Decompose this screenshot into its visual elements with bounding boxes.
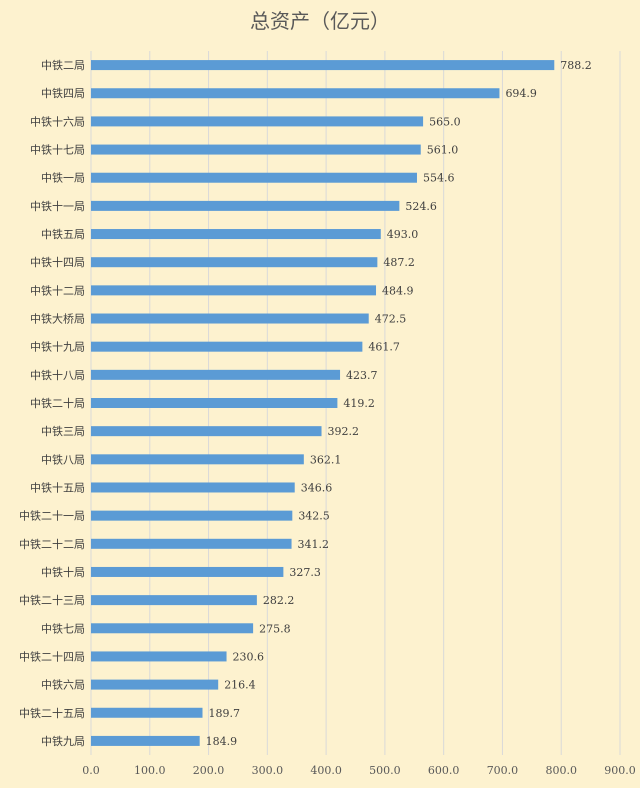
category-label: 中铁二十二局: [19, 537, 85, 551]
category-label: 中铁二十三局: [19, 593, 85, 607]
data-label: 524.6: [405, 200, 437, 213]
category-label: 中铁十四局: [30, 255, 85, 269]
bar: [91, 200, 400, 211]
category-label: 中铁大桥局: [30, 312, 85, 326]
data-label: 419.2: [343, 397, 375, 410]
data-label: 694.9: [505, 87, 537, 100]
category-label: 中铁九局: [41, 735, 85, 748]
category-label: 中铁十一局: [30, 199, 85, 213]
category-label: 中铁七局: [41, 622, 85, 635]
category-label: 中铁五局: [41, 228, 85, 241]
bar: [91, 651, 227, 662]
bar: [91, 510, 293, 521]
data-label: 216.4: [224, 679, 256, 692]
x-tick-label: 700.0: [487, 764, 519, 777]
category-label: 中铁二十局: [30, 396, 85, 410]
bar: [91, 623, 254, 634]
value-labels: 788.2 694.9 565.0 561.0 554.6 524.6 493.0 487.2…: [206, 59, 592, 748]
category-label: 中铁十七局: [30, 143, 85, 157]
data-label: 275.8: [259, 622, 291, 635]
category-label: 中铁一局: [41, 172, 85, 185]
data-label: 282.2: [263, 594, 295, 607]
bars: [91, 60, 555, 746]
bar: [91, 257, 378, 268]
x-axis-ticks: 0.0 100.0 200.0 300.0 400.0 500.0 600.0 700.0 80…: [82, 764, 636, 777]
bar: [91, 679, 219, 690]
data-label: 327.3: [289, 566, 321, 579]
bar: [91, 60, 555, 71]
bar: [91, 454, 304, 465]
bar: [91, 341, 363, 352]
bar: [91, 285, 377, 296]
category-label: 中铁十五局: [30, 480, 85, 494]
category-label: 中铁二局: [41, 59, 85, 72]
data-label: 346.6: [301, 481, 333, 494]
data-label: 493.0: [387, 228, 419, 241]
bar: [91, 369, 341, 380]
bar: [91, 538, 292, 549]
data-label: 472.5: [375, 313, 407, 326]
data-label: 392.2: [328, 425, 360, 438]
category-label: 中铁三局: [41, 425, 85, 438]
category-label: 中铁二十一局: [19, 509, 85, 523]
x-tick-label: 600.0: [428, 764, 460, 777]
category-label: 中铁十八局: [30, 368, 85, 382]
data-label: 230.6: [233, 650, 265, 663]
data-label: 484.9: [382, 284, 414, 297]
category-label: 中铁十局: [41, 565, 85, 579]
data-label: 423.7: [346, 369, 378, 382]
category-label: 中铁六局: [41, 679, 85, 692]
x-tick-label: 500.0: [369, 764, 401, 777]
bar: [91, 735, 200, 746]
data-label: 189.7: [209, 707, 241, 720]
data-label: 342.5: [298, 510, 330, 523]
bar: [91, 116, 424, 127]
category-label: 中铁十六局: [30, 114, 85, 128]
category-label: 中铁八局: [41, 453, 85, 466]
x-tick-label: 400.0: [310, 764, 342, 777]
bar: [91, 595, 257, 606]
bar: [91, 229, 381, 240]
x-tick-label: 300.0: [252, 764, 284, 777]
data-label: 461.7: [368, 341, 400, 354]
data-label: 554.6: [423, 172, 455, 185]
x-tick-label: 200.0: [193, 764, 225, 777]
data-label: 341.2: [298, 538, 330, 551]
data-label: 184.9: [206, 735, 238, 748]
x-tick-label: 100.0: [134, 764, 166, 777]
data-label: 362.1: [310, 453, 342, 466]
category-label: 中铁二十五局: [19, 706, 85, 720]
data-label: 565.0: [429, 115, 461, 128]
chart-title: 总资产（亿元）: [250, 9, 390, 33]
bar: [91, 172, 417, 183]
data-label: 561.0: [427, 144, 459, 157]
bar: [91, 313, 369, 324]
category-label: 中铁四局: [41, 87, 85, 100]
x-tick-label: 800.0: [545, 764, 577, 777]
bar: [91, 426, 322, 437]
bar: [91, 144, 421, 155]
bar: [91, 707, 203, 718]
data-label: 487.2: [383, 256, 415, 269]
x-tick-label: 0.0: [82, 764, 100, 777]
data-label: 788.2: [560, 59, 592, 72]
bar: [91, 566, 284, 577]
category-label: 中铁十九局: [30, 340, 85, 354]
category-label: 中铁二十四局: [19, 649, 85, 663]
bar: [91, 398, 338, 408]
bar: [91, 482, 295, 493]
category-label: 中铁十二局: [30, 283, 85, 297]
bar: [91, 88, 500, 99]
category-labels: 中铁二局中铁四局中铁十六局中铁十七局中铁一局中铁十一局中铁五局中铁十四局中铁十二…: [19, 59, 85, 748]
x-tick-label: 900.0: [604, 764, 636, 777]
